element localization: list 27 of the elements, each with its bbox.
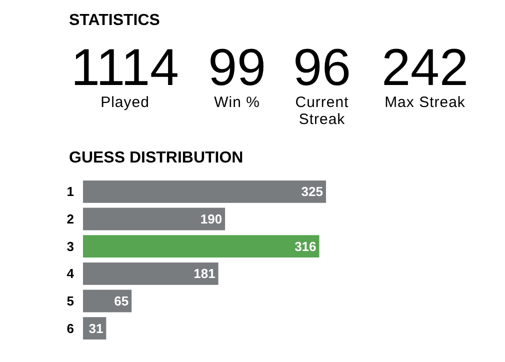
data-label: 1114 (70, 39, 180, 97)
bar (83, 262, 218, 285)
data-label: 65 (114, 294, 129, 308)
bar (83, 208, 226, 230)
data-label: 325 (301, 184, 323, 200)
bar (83, 180, 326, 203)
data-label: 190 (200, 212, 222, 226)
category-label: Win % (213, 94, 261, 111)
y-tick-label: 3 (66, 238, 74, 254)
data-label: 242 (380, 39, 470, 97)
category-label: Max Streak (384, 94, 466, 111)
y-tick-label: 2 (66, 212, 74, 227)
bar (83, 290, 132, 312)
data-label: 181 (194, 266, 216, 282)
data-label: 31 (88, 320, 104, 336)
text: STATISTICS (69, 12, 160, 30)
category-label: Current Streak (294, 94, 350, 128)
y-tick-label: 1 (66, 184, 74, 200)
chart-title: GUESS DISTRIBUTION (69, 150, 244, 167)
bar (83, 235, 320, 258)
data-label: 316 (294, 238, 316, 254)
y-tick-label: 4 (66, 266, 75, 282)
y-tick-label: 6 (66, 320, 74, 336)
category-label: Played (100, 94, 150, 111)
data-label: 96 (292, 39, 352, 97)
y-tick-label: 5 (66, 294, 74, 309)
data-label: 99 (207, 39, 267, 97)
